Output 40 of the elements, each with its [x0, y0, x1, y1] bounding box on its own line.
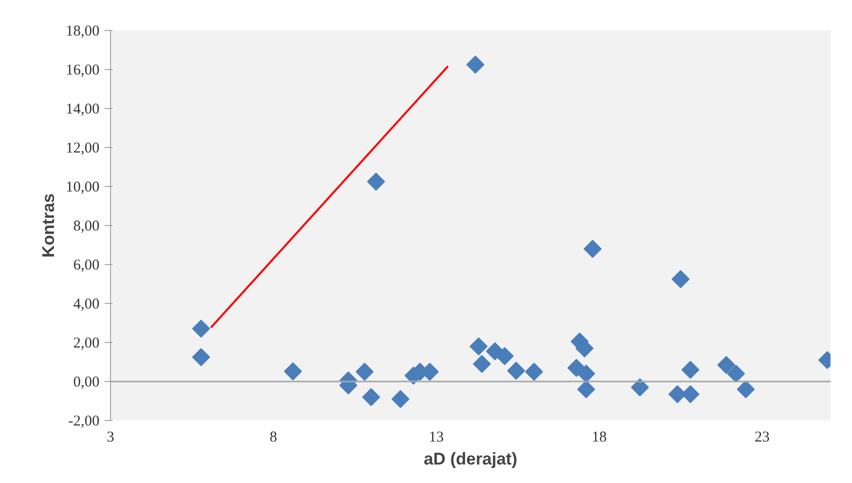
point: [577, 380, 596, 398]
point: [717, 356, 736, 374]
point: [470, 337, 488, 356]
y-tick-label: 2,00: [73, 336, 100, 352]
x-tick-label: 18: [592, 430, 607, 446]
point: [356, 362, 374, 381]
x-tick-label: 3: [106, 430, 114, 446]
y-tick-label: 14,00: [66, 102, 100, 118]
y-tick-label: 6,00: [73, 258, 100, 274]
x-axis-title: aD (derajat): [424, 450, 518, 468]
point: [507, 362, 526, 380]
point: [367, 172, 386, 191]
y-tick-label: 18,00: [66, 24, 100, 40]
y-axis-title: Kontras: [38, 193, 58, 258]
y-tick-label: 10,00: [66, 180, 100, 196]
point: [525, 362, 544, 381]
point: [391, 390, 410, 408]
point: [630, 378, 649, 396]
x-tick-label: 23: [754, 430, 770, 446]
point: [362, 388, 380, 406]
point: [736, 380, 755, 398]
point: [472, 354, 491, 373]
x-tick-label: 8: [270, 430, 278, 446]
y-tick-label: 0,00: [73, 374, 100, 390]
point: [727, 364, 746, 383]
y-tick-label: 4,00: [73, 296, 100, 312]
point: [192, 320, 210, 338]
y-tick-label: 16,00: [66, 62, 100, 78]
point: [672, 270, 690, 288]
point: [681, 360, 700, 379]
point: [577, 364, 596, 383]
point: [496, 347, 514, 366]
y-tick-label: 8,00: [73, 218, 100, 234]
point: [192, 348, 210, 366]
point: [584, 240, 602, 258]
point: [466, 56, 484, 74]
x-tick-label: 13: [428, 430, 444, 446]
y-tick-label: -2,00: [68, 414, 100, 430]
y-tick-label: 12,00: [66, 140, 100, 156]
point: [284, 362, 302, 380]
